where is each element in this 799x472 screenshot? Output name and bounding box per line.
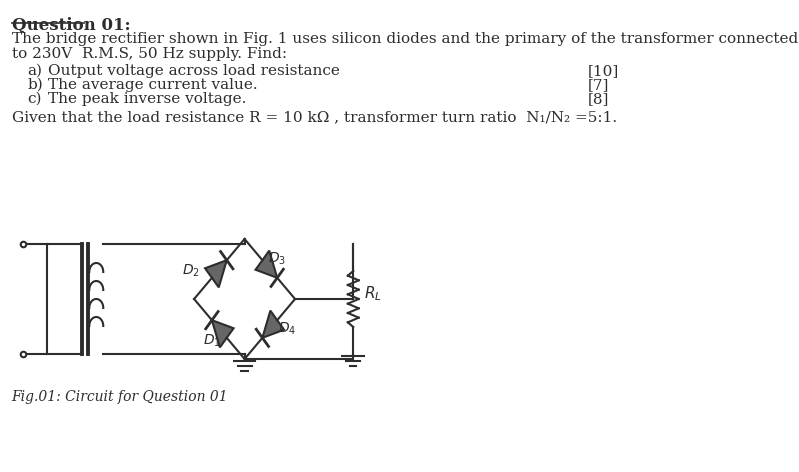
Text: $D_3$: $D_3$ [268, 251, 286, 267]
Polygon shape [205, 260, 227, 287]
Text: The average current value.: The average current value. [48, 78, 258, 92]
Polygon shape [212, 320, 233, 347]
Polygon shape [262, 311, 284, 338]
Text: c): c) [27, 92, 42, 106]
Text: to 230V  R.M.S, 50 Hz supply. Find:: to 230V R.M.S, 50 Hz supply. Find: [12, 47, 287, 61]
Text: The peak inverse voltage.: The peak inverse voltage. [48, 92, 247, 106]
Text: Output voltage across load resistance: Output voltage across load resistance [48, 64, 340, 78]
Text: $D_2$: $D_2$ [182, 263, 201, 279]
Text: Fig.01: Circuit for Question 01: Fig.01: Circuit for Question 01 [12, 390, 229, 404]
Text: [7]: [7] [588, 78, 609, 92]
Text: Question 01:: Question 01: [12, 17, 130, 34]
Text: The bridge rectifier shown in Fig. 1 uses silicon diodes and the primary of the : The bridge rectifier shown in Fig. 1 use… [12, 32, 798, 46]
Text: b): b) [27, 78, 43, 92]
Text: $R_L$: $R_L$ [364, 285, 382, 303]
Text: $D_4$: $D_4$ [278, 321, 296, 337]
Polygon shape [256, 251, 277, 278]
Text: Given that the load resistance R = 10 kΩ , transformer turn ratio  N₁/N₂ =5:1.: Given that the load resistance R = 10 kΩ… [12, 110, 617, 124]
Text: [8]: [8] [588, 92, 609, 106]
Text: [10]: [10] [588, 64, 619, 78]
Text: a): a) [27, 64, 42, 78]
Text: $D_1$: $D_1$ [203, 333, 221, 349]
